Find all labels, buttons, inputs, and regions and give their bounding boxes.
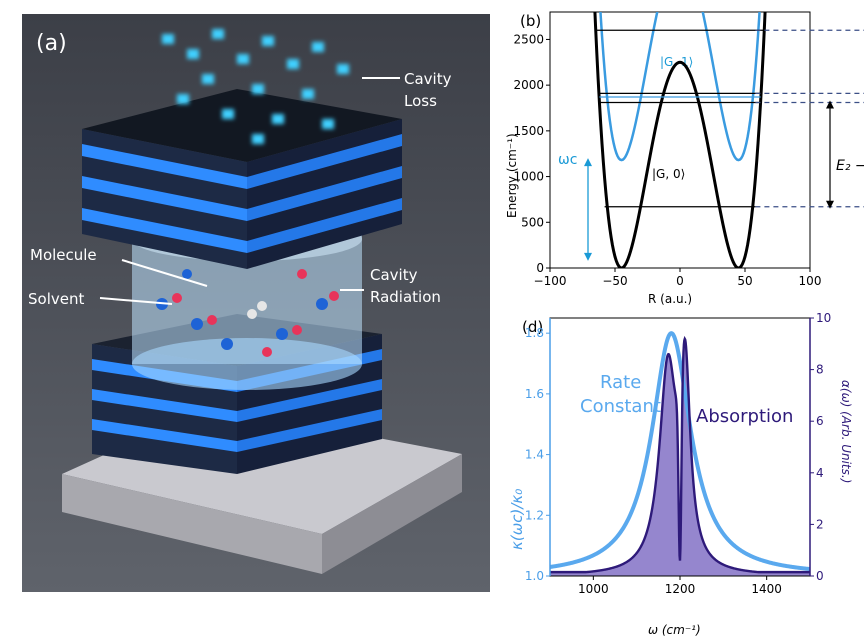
absorption-ytick-label: 8 bbox=[816, 363, 824, 377]
energy-ytick-label: 1500 bbox=[513, 124, 544, 138]
energy-xtick-label: −50 bbox=[602, 274, 627, 288]
ground-state-curve bbox=[593, 12, 767, 268]
rate-ytick-label: 1.8 bbox=[525, 326, 544, 340]
rate-absorption-chart: (d) κ(ωc)/κ₀ α(ω) (Arb. Units.) ω (cm⁻¹)… bbox=[508, 311, 853, 637]
rate-ytick-label: 1.6 bbox=[525, 387, 544, 401]
molecule-label: Molecule bbox=[30, 246, 97, 264]
absorption-ytick-label: 10 bbox=[816, 311, 831, 325]
panel-b-label: (b) bbox=[520, 12, 541, 30]
rate-ytick-label: 1.4 bbox=[525, 448, 544, 462]
absorption-ytick-label: 2 bbox=[816, 517, 824, 531]
energy-gap-arrowhead-top bbox=[826, 100, 834, 109]
panel-d-label: (d) bbox=[522, 318, 543, 336]
energy-xlabel: R (a.u.) bbox=[648, 292, 692, 306]
energy-chart: (b) Energy (cm⁻¹) R (a.u.) ωc E₂ − |G, 1… bbox=[505, 11, 864, 306]
energy-ytick-label: 1000 bbox=[513, 170, 544, 184]
rate-label-2: Constant bbox=[580, 396, 661, 417]
rate-constant-curve bbox=[549, 331, 811, 572]
excited-state-curve bbox=[599, 12, 761, 162]
energy-xtick-label: 50 bbox=[737, 274, 752, 288]
omega-xtick-label: 1200 bbox=[665, 582, 696, 596]
energy-plot-frame bbox=[549, 11, 811, 269]
pedestal-side-right bbox=[322, 454, 462, 574]
solvent-label: Solvent bbox=[28, 290, 84, 308]
rate-ylabel: κ(ωc)/κ₀ bbox=[508, 489, 526, 550]
pedestal-side-left bbox=[62, 474, 322, 574]
cavity-illustration: (a) Cavity Loss Molecule Solvent Cavity … bbox=[22, 14, 490, 592]
energy-xtick-label: 0 bbox=[676, 274, 684, 288]
cavity-loss-label-2: Loss bbox=[404, 92, 437, 110]
absorption-curve bbox=[550, 335, 810, 574]
energy-gap-label: E₂ − bbox=[836, 158, 864, 174]
panel-a-label: (a) bbox=[36, 31, 67, 56]
cavity-loss-label-1: Cavity bbox=[404, 70, 452, 88]
omega-c-arrowhead-bottom bbox=[584, 252, 592, 261]
cavity-radiation-label-2: Radiation bbox=[370, 288, 441, 306]
rate-label-1: Rate bbox=[600, 372, 641, 393]
omega-xlabel: ω (cm⁻¹) bbox=[648, 623, 701, 637]
absorption-ytick-label: 0 bbox=[816, 569, 824, 583]
energy-ytick-label: 500 bbox=[521, 215, 544, 229]
ket-g0-label: |G, 0⟩ bbox=[652, 167, 685, 181]
energy-xtick-label: 100 bbox=[799, 274, 822, 288]
rate-ytick-label: 1.0 bbox=[525, 569, 544, 583]
molecules bbox=[156, 269, 339, 357]
molecule-leader bbox=[121, 259, 208, 287]
absorption-ytick-label: 6 bbox=[816, 414, 824, 428]
energy-ylabel: Energy (cm⁻¹) bbox=[505, 133, 519, 218]
upper-mirror bbox=[82, 89, 402, 269]
energy-ytick-label: 0 bbox=[536, 261, 544, 275]
solvent-leader bbox=[99, 297, 173, 305]
energy-ytick-label: 2500 bbox=[513, 32, 544, 46]
absorption-ylabel: α(ω) (Arb. Units.) bbox=[839, 380, 853, 483]
omega-c-arrowhead-top bbox=[584, 158, 592, 167]
omega-xtick-label: 1000 bbox=[578, 582, 609, 596]
rate-ytick-label: 1.2 bbox=[525, 508, 544, 522]
energy-gap-arrowhead-bottom bbox=[826, 200, 834, 209]
omega-c-label: ωc bbox=[558, 152, 577, 168]
photon-cloud bbox=[162, 29, 349, 144]
energy-ytick-label: 2000 bbox=[513, 78, 544, 92]
absorption-label: Absorption bbox=[696, 406, 793, 427]
energy-xtick-label: −100 bbox=[534, 274, 567, 288]
absorption-ytick-label: 4 bbox=[816, 466, 824, 480]
omega-xtick-label: 1400 bbox=[751, 582, 782, 596]
cavity-radiation-label-1: Cavity bbox=[370, 266, 418, 284]
